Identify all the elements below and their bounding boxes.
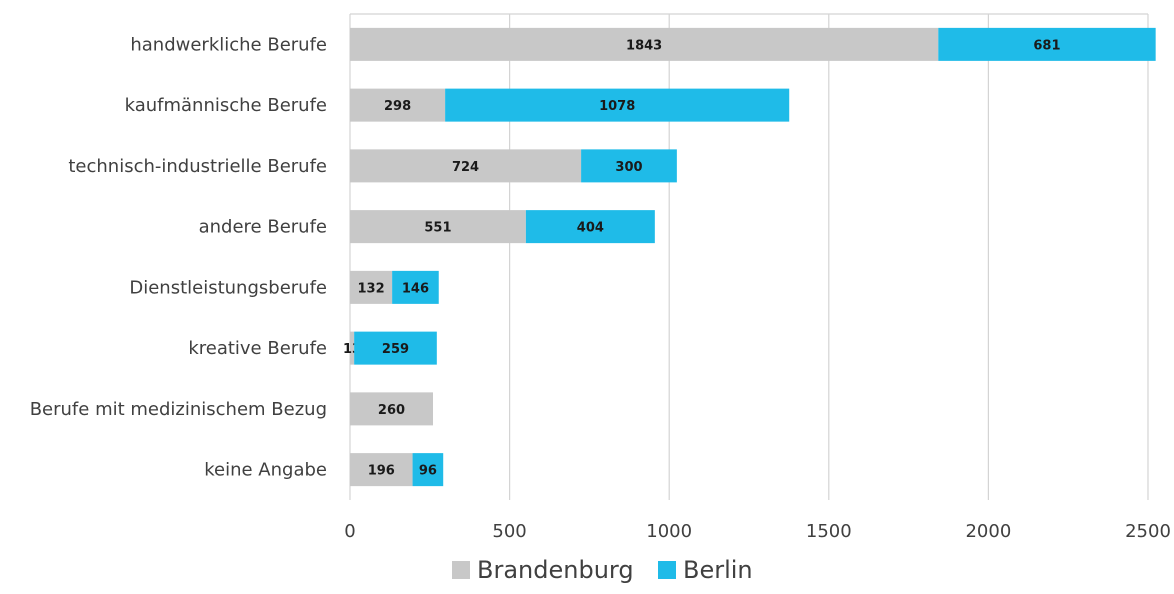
- bar-brandenburg-andere-berufe: [350, 210, 526, 244]
- legend: Brandenburg Berlin: [452, 556, 753, 584]
- bar-brandenburg-dienstleistungsberufe: [350, 270, 393, 304]
- value-axis: 0 500 1000 1500 2000 2500: [344, 521, 1171, 542]
- category-label: kaufmännische Berufe: [125, 95, 327, 116]
- data-label-brandenburg: 298: [384, 99, 411, 114]
- x-tick-label: 1500: [806, 521, 852, 542]
- data-label-brandenburg: 1843: [626, 38, 662, 53]
- bar-brandenburg-berufe-mit-medizinischem-bezug: [350, 392, 433, 426]
- data-label-brandenburg: 260: [378, 403, 405, 418]
- x-tick-label: 2500: [1125, 521, 1171, 542]
- bar-brandenburg-kreative-berufe: [350, 331, 355, 365]
- legend-swatch-brandenburg: [452, 561, 470, 579]
- category-label: kreative Berufe: [188, 338, 327, 359]
- bar-berlin-technisch-industrielle-berufe: [581, 149, 677, 183]
- data-label-berlin: 1078: [599, 99, 635, 114]
- bar-berlin-kreative-berufe: [354, 331, 437, 365]
- data-label-berlin: 146: [402, 281, 429, 296]
- bar-brandenburg-kaufm-nnische-berufe: [350, 88, 446, 122]
- data-label-berlin: 259: [382, 342, 409, 357]
- category-label: keine Angabe: [204, 460, 327, 481]
- category-axis: handwerkliche Berufe kaufmännische Berufe…: [30, 34, 327, 480]
- bar-berlin-kaufm-nnische-berufe: [445, 88, 790, 122]
- gridlines: [349, 13, 1149, 500]
- data-label-brandenburg: 724: [452, 160, 479, 175]
- bar-brandenburg-technisch-industrielle-berufe: [350, 149, 582, 183]
- legend-label-berlin: Berlin: [683, 556, 753, 584]
- data-label-brandenburg: 132: [357, 281, 384, 296]
- data-label-brandenburg: 196: [368, 464, 395, 479]
- bar-brandenburg-keine-angabe: [350, 453, 413, 487]
- data-label-brandenburg: 551: [424, 221, 451, 236]
- x-tick-label: 1000: [646, 521, 692, 542]
- bar-berlin-dienstleistungsberufe: [392, 270, 439, 304]
- x-tick-label: 2000: [965, 521, 1011, 542]
- x-tick-label: 500: [492, 521, 526, 542]
- legend-label-brandenburg: Brandenburg: [477, 556, 634, 584]
- category-label: technisch-industrielle Berufe: [68, 156, 327, 177]
- data-label-berlin: 96: [419, 464, 437, 479]
- bar-berlin-keine-angabe: [412, 453, 444, 487]
- bar-berlin-andere-berufe: [525, 210, 655, 244]
- x-tick-label: 0: [344, 521, 355, 542]
- bar-berlin-handwerkliche-berufe: [938, 27, 1156, 61]
- legend-swatch-berlin: [658, 561, 676, 579]
- category-label: Berufe mit medizinischem Bezug: [30, 399, 327, 420]
- data-label-berlin: 681: [1033, 38, 1060, 53]
- category-label: Dienstleistungsberufe: [129, 277, 327, 298]
- category-label: handwerkliche Berufe: [130, 34, 327, 55]
- data-label-berlin: 300: [615, 160, 642, 175]
- category-label: andere Berufe: [199, 217, 327, 238]
- bar-brandenburg-handwerkliche-berufe: [350, 27, 939, 61]
- data-label-berlin: 404: [577, 221, 604, 236]
